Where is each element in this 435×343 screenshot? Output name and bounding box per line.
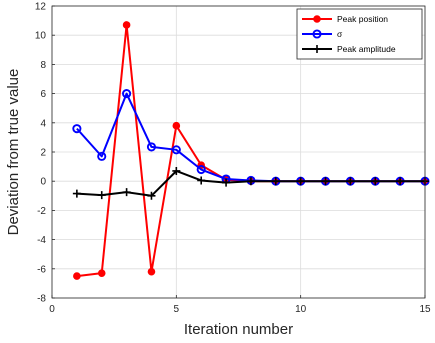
legend-label: Peak position [337,14,388,24]
data-point [197,176,206,185]
data-point [171,145,181,155]
legend: Peak position σ Peak amplitude [296,8,423,60]
y-tick-label: -8 [37,294,46,305]
legend-label: Peak amplitude [337,44,396,54]
data-point [172,121,181,130]
x-tick-label: 10 [295,304,307,315]
y-tick-label: 0 [40,177,46,188]
data-point [97,269,106,277]
data-point [346,177,355,186]
y-tick-label: -4 [37,235,46,246]
data-point [72,124,82,134]
legend-entries: Peak position σ Peak amplitude [302,14,396,54]
data-point [122,21,131,29]
plot-series [72,21,430,280]
y-tick-label: 4 [40,118,46,129]
legend-marker [312,29,322,39]
data-point [122,89,132,99]
y-axis-label: Deviation from true value [5,69,22,236]
data-point [396,177,405,186]
legend-entry: σ [302,29,343,39]
y-tick-label: -6 [37,264,46,275]
legend-entry: Peak position [302,14,388,24]
x-tick-label: 0 [49,304,55,315]
data-point [172,166,181,175]
y-tick-label: 12 [35,2,47,13]
data-point [97,151,107,161]
data-point [246,177,255,186]
axis-ticks: 0 5 10 15 -8 -6 -4 -2 0 2 4 6 8 10 12 [35,2,431,316]
series-2 [72,166,429,200]
data-point [271,177,280,186]
data-point [371,177,380,186]
data-point [196,164,206,175]
x-tick-label: 15 [419,304,431,315]
y-tick-label: 8 [40,60,46,71]
data-point [147,191,156,200]
legend-entry: Peak amplitude [302,44,396,54]
legend-marker [313,45,321,53]
y-tick-label: -2 [37,206,46,217]
data-point [122,188,131,197]
y-tick-label: 6 [40,89,46,100]
data-point [97,191,106,200]
y-tick-label: 2 [40,148,46,159]
data-point [147,267,156,276]
x-axis-label: Iteration number [184,321,293,338]
data-point [73,272,81,280]
legend-label: σ [337,29,343,39]
data-point [222,178,231,187]
legend-marker [313,15,321,23]
data-point [321,177,330,186]
data-point [146,142,157,152]
x-tick-label: 5 [174,304,180,315]
data-point [72,189,81,198]
data-point [296,177,305,186]
y-tick-label: 10 [35,31,47,42]
